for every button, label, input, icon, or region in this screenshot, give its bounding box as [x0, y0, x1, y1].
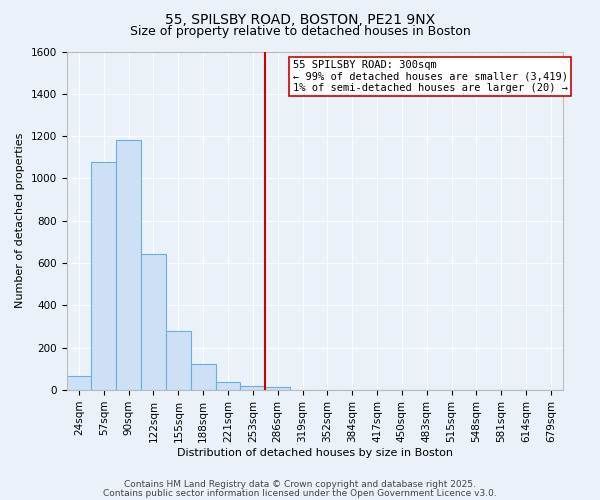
Y-axis label: Number of detached properties: Number of detached properties [15, 133, 25, 308]
Text: Contains public sector information licensed under the Open Government Licence v3: Contains public sector information licen… [103, 488, 497, 498]
Bar [241, 386, 265, 390]
Bar [67, 376, 91, 390]
X-axis label: Distribution of detached houses by size in Boston: Distribution of detached houses by size … [177, 448, 453, 458]
Bar [141, 254, 166, 390]
Text: 55 SPILSBY ROAD: 300sqm
← 99% of detached houses are smaller (3,419)
1% of semi-: 55 SPILSBY ROAD: 300sqm ← 99% of detache… [293, 60, 568, 93]
Bar [191, 364, 215, 390]
Text: Contains HM Land Registry data © Crown copyright and database right 2025.: Contains HM Land Registry data © Crown c… [124, 480, 476, 489]
Text: 55, SPILSBY ROAD, BOSTON, PE21 9NX: 55, SPILSBY ROAD, BOSTON, PE21 9NX [165, 12, 435, 26]
Text: Size of property relative to detached houses in Boston: Size of property relative to detached ho… [130, 25, 470, 38]
Bar [166, 331, 191, 390]
Bar [265, 387, 290, 390]
Bar [91, 162, 116, 390]
Bar [215, 382, 241, 390]
Bar [116, 140, 141, 390]
